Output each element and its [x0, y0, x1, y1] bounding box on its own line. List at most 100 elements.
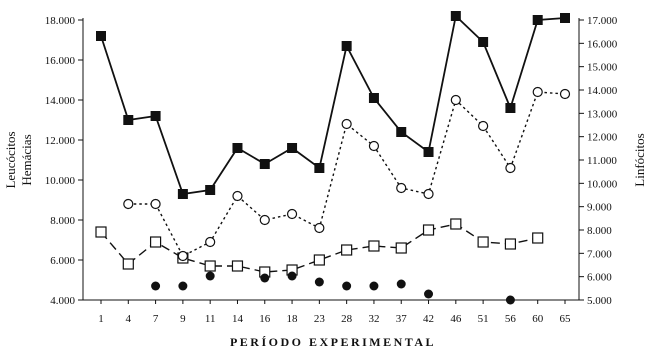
data-point [205, 185, 216, 195]
x-tick-label: 14 [232, 313, 244, 325]
data-point [286, 208, 298, 220]
left-tick-label: 12.000 [45, 135, 76, 147]
data-point [532, 232, 544, 244]
data-point [477, 236, 489, 248]
data-point [231, 260, 244, 272]
data-point [396, 182, 407, 194]
data-point [314, 222, 325, 234]
right-tick-label: 6.000 [587, 272, 612, 284]
data-point [95, 226, 107, 238]
x-tick-label: 1 [98, 313, 104, 325]
data-point [478, 120, 489, 132]
data-point [287, 271, 297, 281]
data-point [368, 93, 379, 103]
data-point [505, 295, 515, 305]
data-point [532, 86, 543, 98]
x-tick-label: 60 [532, 313, 544, 325]
data-point [313, 254, 325, 266]
right-tick-label: 9.000 [587, 202, 612, 214]
data-point [396, 279, 406, 289]
x-tick-label: 18 [287, 313, 299, 325]
right-tick-label: 11.000 [587, 155, 617, 167]
data-point [314, 277, 324, 287]
y-axis-label-left-2: Hemácias [19, 134, 34, 185]
series-3 [151, 271, 515, 305]
y-axis-label-right: Linfócitos [632, 133, 647, 186]
series-layer [95, 11, 571, 305]
data-point [450, 218, 462, 230]
x-tick-label: 11 [205, 313, 216, 325]
data-point [369, 281, 379, 291]
data-point [259, 159, 270, 169]
x-tick-label: 7 [153, 313, 159, 325]
data-point [423, 147, 434, 157]
data-point [505, 162, 516, 174]
left-tick-label: 8.000 [50, 215, 75, 227]
right-tick-label: 7.000 [587, 248, 612, 260]
right-tick-label: 5.000 [587, 295, 612, 307]
data-point [122, 258, 134, 270]
data-point [342, 281, 352, 291]
data-point [532, 15, 543, 25]
y-axis-label-left-1: Leucócitos [3, 131, 18, 188]
data-point [505, 103, 516, 113]
series-line [128, 91, 566, 257]
data-point [368, 240, 380, 252]
right-tick-label: 16.000 [587, 38, 618, 50]
x-tick-label: 9 [180, 313, 186, 325]
data-point [395, 242, 407, 254]
data-point [232, 143, 243, 153]
data-point [177, 250, 188, 262]
left-tick-label: 6.000 [50, 255, 75, 267]
data-point [96, 31, 106, 41]
data-point [232, 190, 243, 202]
data-point [341, 244, 353, 256]
left-tick-label: 18.000 [45, 15, 76, 27]
data-point [123, 198, 134, 210]
data-point [341, 41, 352, 51]
x-tick-label: 23 [314, 313, 326, 325]
data-point [559, 88, 571, 100]
data-point [205, 236, 216, 248]
left-axis-ticks: 4.000 6.000 8.000 10.000 12.000 14.000 16.000 1… [45, 15, 83, 307]
data-point [368, 140, 380, 152]
data-point [560, 13, 570, 23]
data-point [151, 281, 161, 291]
series-1 [123, 86, 571, 262]
data-point [204, 260, 216, 272]
right-axis-ticks: 5.000 6.000 7.000 8.000 9.000 10.000 11.000 12.… [579, 15, 618, 307]
data-point [478, 37, 489, 47]
left-tick-label: 10.000 [45, 175, 76, 187]
series-line [100, 223, 538, 273]
data-point [123, 115, 134, 125]
data-point [149, 236, 162, 248]
x-tick-label: 32 [368, 313, 379, 325]
left-tick-label: 16.000 [45, 55, 76, 67]
x-tick-label: 37 [396, 313, 408, 325]
right-tick-label: 10.000 [587, 178, 618, 190]
x-tick-label: 46 [450, 313, 462, 325]
data-point [150, 198, 161, 210]
data-point [177, 189, 188, 199]
data-point [205, 271, 215, 281]
data-point [504, 238, 517, 250]
x-tick-label: 65 [560, 313, 572, 325]
data-point [178, 281, 188, 291]
data-point [287, 143, 298, 153]
right-tick-label: 12.000 [587, 132, 618, 144]
series-0 [96, 11, 570, 199]
x-axis-label: PERÍODO EXPERIMENTAL [230, 335, 436, 349]
data-point [260, 273, 270, 283]
data-point [423, 188, 434, 200]
data-point [150, 111, 161, 121]
x-tick-label: 42 [423, 313, 434, 325]
left-tick-label: 4.000 [50, 295, 75, 307]
right-tick-label: 17.000 [587, 15, 618, 27]
right-tick-label: 8.000 [587, 225, 612, 237]
x-tick-label: 28 [341, 313, 353, 325]
series-line [100, 14, 566, 195]
x-tick-label: 4 [126, 313, 132, 325]
right-tick-label: 14.000 [587, 85, 618, 97]
data-point [450, 11, 461, 21]
